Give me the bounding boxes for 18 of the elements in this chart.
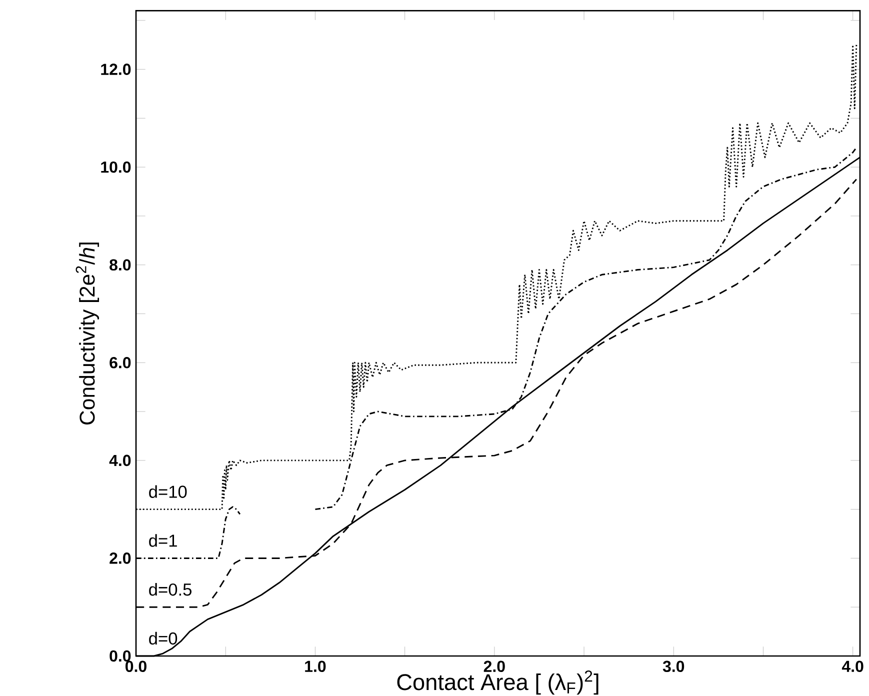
x-tick-label: 0.0 [126, 660, 146, 672]
y-tick-label: 2.0 [110, 552, 131, 564]
series-label: d=10 [149, 485, 187, 498]
y-tick-label: 0.0 [110, 650, 131, 662]
y-tick-label: 4.0 [109, 454, 131, 466]
y-tick-label: 10.0 [101, 161, 131, 173]
x-tick-label: 1.0 [305, 660, 326, 672]
y-tick-label: 12.0 [101, 64, 131, 75]
series-label: d=1 [149, 534, 177, 547]
x-axis-title: Contact Area [ (λ$_{F}$)$^{2}$] [397, 670, 598, 695]
series-label: d=0.5 [149, 582, 192, 596]
x-tick-label: 2.0 [484, 660, 505, 672]
x-tick-label: 4.0 [842, 660, 864, 672]
y-tick-label: 6.0 [110, 356, 131, 368]
series-label: d=0 [149, 632, 178, 645]
x-tick-label: 3.0 [662, 660, 684, 672]
y-tick-label: 8.0 [110, 259, 131, 271]
y-axis-title: Conductivity [2e$^{2}$/h] [76, 242, 100, 424]
